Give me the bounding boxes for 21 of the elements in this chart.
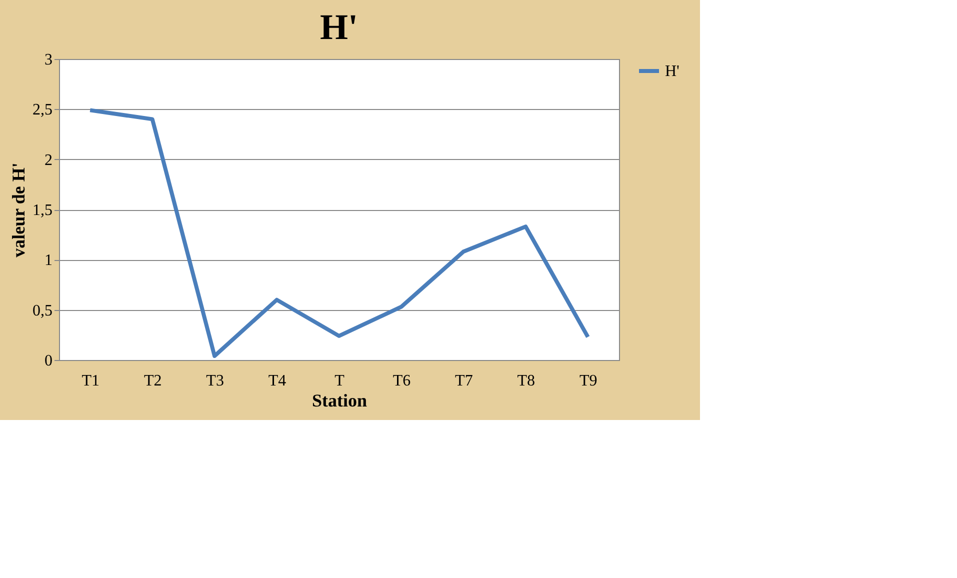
y-tick-label: 0: [44, 352, 52, 370]
x-tick-label: T3: [206, 372, 224, 390]
x-tick-label: T7: [455, 372, 473, 390]
x-tick-label: T2: [144, 372, 162, 390]
x-tick-label: T4: [268, 372, 286, 390]
y-tick-label: 2: [44, 152, 52, 169]
x-tick-label: T6: [392, 372, 411, 390]
y-tick-label: 0,5: [32, 302, 52, 320]
x-tick-label: T1: [82, 372, 100, 390]
y-axis-title: valeur de H': [8, 162, 28, 258]
y-tick-label: 3: [44, 52, 52, 68]
y-tick-label: 1,5: [32, 202, 52, 219]
x-axis-title: Station: [312, 390, 368, 410]
y-tick-label: 2,5: [32, 102, 52, 119]
x-tick-label: T8: [517, 372, 536, 390]
chart-title: H': [320, 7, 358, 47]
line-series: [88, 108, 590, 358]
x-tick-label: T: [334, 372, 345, 390]
legend-label: H': [665, 63, 680, 80]
y-tick-label: 1: [44, 252, 52, 270]
x-tick-label: T9: [580, 372, 598, 390]
